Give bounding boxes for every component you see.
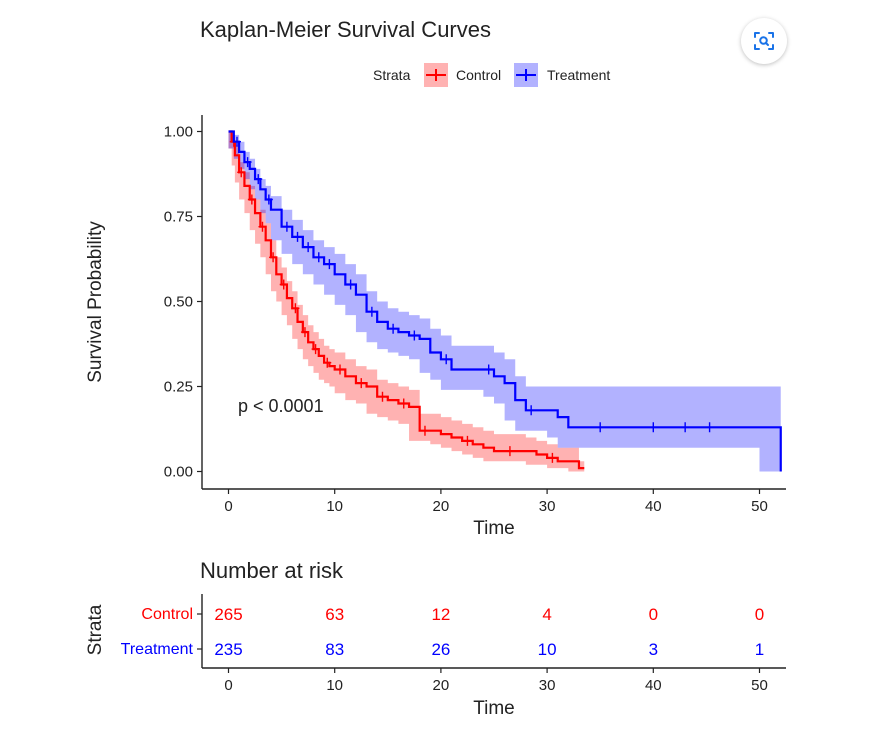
risk-value-control-2: 12	[431, 605, 450, 624]
censor-mark-control-6	[291, 303, 300, 314]
chart-title: Kaplan-Meier Survival Curves	[200, 17, 491, 42]
censor-marks-treatment	[232, 136, 714, 433]
survival-plot: 0.00 0.25 0.50 0.75 1.00 0 10 20 30 40 50	[164, 115, 786, 515]
censor-mark-treatment-4	[282, 221, 291, 232]
censor-mark-treatment-14	[484, 364, 493, 375]
censor-mark-treatment-8	[325, 259, 334, 270]
risk-value-control-3: 4	[542, 605, 551, 624]
censor-mark-control-1	[237, 167, 246, 178]
censor-mark-control-12	[378, 391, 387, 402]
censor-mark-treatment-3	[264, 194, 273, 205]
censor-mark-treatment-2	[254, 174, 263, 185]
y-tick-label-2: 0.50	[164, 294, 193, 311]
y-tick-label-1: 0.25	[164, 379, 193, 396]
legend-title: Strata	[373, 67, 411, 83]
y-axis-label: Survival Probability	[85, 221, 106, 383]
censor-mark-treatment-13	[442, 354, 451, 365]
risk-value-control-5: 0	[755, 605, 764, 624]
x-tick-label-4: 40	[645, 498, 662, 515]
legend-label-control: Control	[456, 67, 501, 83]
censor-mark-control-11	[357, 378, 366, 389]
risk-x-tick-label-3: 30	[539, 677, 556, 694]
x-tick-label-5: 50	[751, 498, 768, 515]
censor-mark-treatment-5	[293, 231, 302, 242]
censor-mark-treatment-17	[649, 422, 658, 433]
risk-value-treatment-1: 83	[325, 640, 344, 659]
risk-value-control-1: 63	[325, 605, 344, 624]
x-tick-label-0: 0	[224, 498, 232, 515]
censor-mark-treatment-0	[232, 136, 241, 147]
risk-value-control-4: 0	[649, 605, 658, 624]
risk-x-tick-label-0: 0	[224, 677, 232, 694]
x-tick-label-3: 30	[539, 498, 556, 515]
risk-x-tick-label-4: 40	[645, 677, 662, 694]
censor-mark-control-3	[258, 221, 267, 232]
censor-mark-treatment-10	[367, 306, 376, 317]
censor-mark-control-7	[300, 327, 309, 338]
lens-search-icon	[754, 32, 774, 50]
censor-mark-treatment-16	[596, 422, 605, 433]
censor-mark-control-16	[505, 446, 514, 457]
censor-mark-treatment-7	[314, 252, 323, 263]
censor-mark-treatment-19	[705, 422, 714, 433]
x-tick-label-1: 10	[326, 498, 343, 515]
survival-curve-treatment	[228, 130, 782, 472]
legend-key-line-control	[426, 69, 446, 81]
risk-row-label-treatment: Treatment	[121, 641, 194, 658]
y-tick-label-4: 1.00	[164, 124, 193, 141]
x-tick-label-2: 20	[433, 498, 450, 515]
censor-mark-control-15	[463, 435, 472, 446]
y-tick-label-3: 0.75	[164, 209, 193, 226]
legend: Strata Control Treatment	[373, 63, 610, 87]
censor-mark-treatment-9	[346, 279, 355, 290]
x-axis-label: Time	[473, 518, 515, 539]
risk-value-treatment-0: 235	[214, 640, 242, 659]
censor-mark-treatment-6	[304, 242, 313, 253]
censor-mark-control-13	[399, 398, 408, 409]
risk-table-title: Number at risk	[200, 558, 344, 583]
risk-x-tick-label-1: 10	[326, 677, 343, 694]
risk-table-y-label: Strata	[85, 604, 106, 655]
censor-mark-treatment-15	[527, 405, 536, 416]
censor-mark-control-2	[247, 194, 256, 205]
risk-x-tick-label-5: 50	[751, 677, 768, 694]
censor-mark-control-17	[548, 452, 557, 463]
risk-value-control-0: 265	[214, 605, 242, 624]
risk-value-treatment-2: 26	[431, 640, 450, 659]
censor-mark-control-5	[279, 279, 288, 290]
legend-key-line-treatment	[516, 69, 536, 81]
lens-search-button[interactable]	[741, 18, 787, 64]
risk-table-x-label: Time	[473, 698, 515, 719]
censor-mark-treatment-1	[243, 157, 252, 168]
p-value-annotation: p < 0.0001	[238, 396, 324, 416]
risk-value-treatment-5: 1	[755, 640, 764, 659]
risk-value-treatment-3: 10	[538, 640, 557, 659]
censor-mark-treatment-12	[410, 330, 419, 341]
legend-label-treatment: Treatment	[547, 67, 610, 83]
risk-row-label-control: Control	[141, 606, 193, 623]
censor-mark-control-10	[336, 364, 345, 375]
risk-x-tick-label-2: 20	[433, 677, 450, 694]
censor-mark-control-4	[269, 252, 278, 263]
censor-mark-control-9	[323, 357, 332, 368]
censor-mark-treatment-18	[681, 422, 690, 433]
censor-mark-control-8	[311, 344, 320, 355]
censor-mark-treatment-11	[389, 323, 398, 334]
risk-value-treatment-4: 3	[649, 640, 658, 659]
censor-mark-control-14	[420, 425, 429, 436]
confidence-band-treatment	[228, 131, 781, 472]
y-tick-label-0: 0.00	[164, 464, 193, 481]
